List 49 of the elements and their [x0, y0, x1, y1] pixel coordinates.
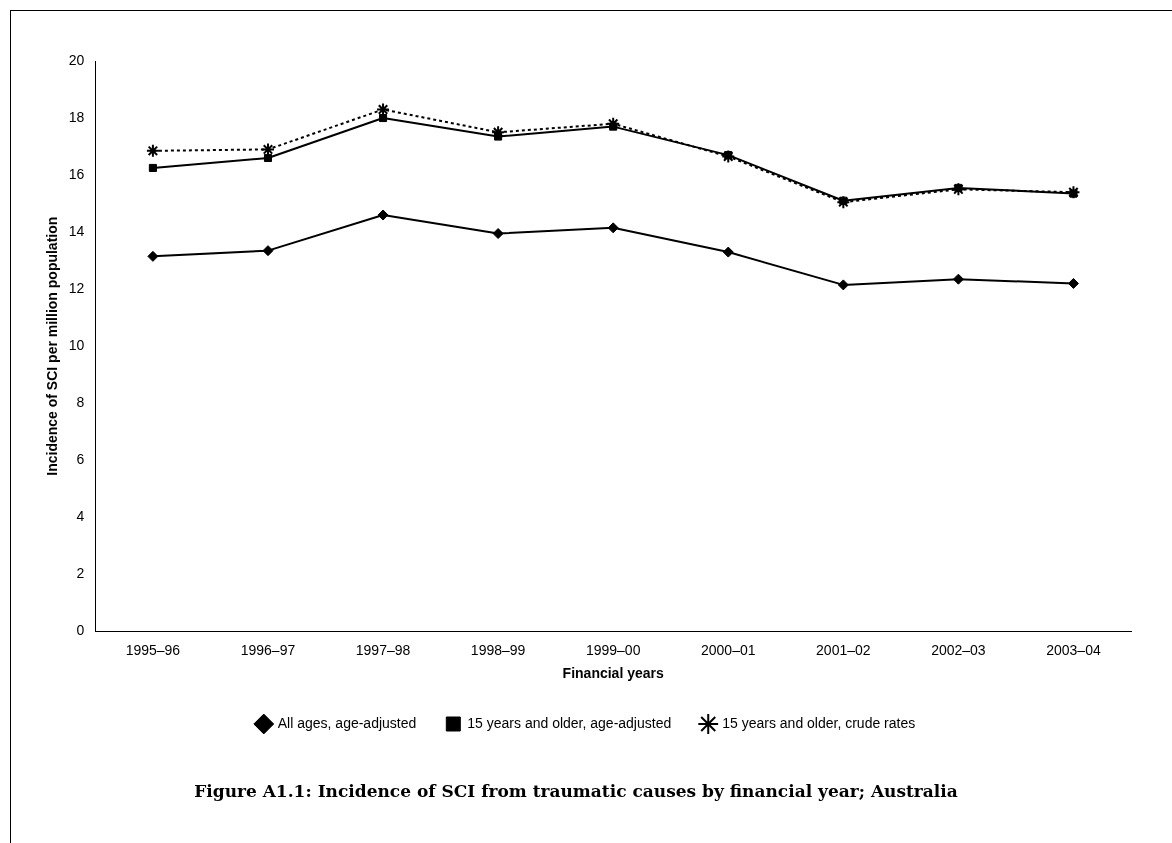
point	[262, 245, 274, 257]
y-tick-label: 6	[76, 451, 85, 468]
x-tick-label: 2002–03	[931, 641, 986, 658]
x-tick-label: 1995–96	[125, 641, 181, 658]
x-tick-label: 2000–01	[701, 641, 756, 658]
point	[952, 273, 964, 285]
point	[721, 149, 736, 164]
x-axis-title: Financial years	[562, 665, 664, 682]
text: Figure A1.1: Incidence of SCI from traumatic causes by financial year; Australia	[193, 781, 959, 801]
x-tick-label: 1997–98	[355, 641, 411, 658]
legend-label: 15 years and older, crude rates	[722, 714, 916, 731]
point	[954, 183, 963, 192]
y-tick-label: 0	[76, 622, 85, 639]
point	[148, 163, 157, 172]
y-tick-label: 12	[68, 280, 85, 297]
point	[951, 182, 966, 197]
point	[722, 246, 734, 258]
y-tick-label: 18	[68, 108, 85, 125]
point	[1069, 189, 1078, 198]
y-tick-label: 4	[76, 508, 85, 525]
point	[724, 151, 733, 160]
y-tick-label: 16	[68, 165, 85, 182]
point	[839, 196, 848, 205]
point	[376, 102, 391, 117]
x-tick-label: 1996–97	[240, 641, 296, 658]
point	[145, 143, 160, 158]
x-tick-label: 2001–02	[816, 641, 871, 658]
point	[609, 122, 618, 131]
point	[837, 279, 849, 291]
point	[492, 228, 504, 240]
y-tick-label: 10	[68, 337, 85, 354]
legend-label: All ages, age-adjusted	[277, 714, 417, 731]
point	[377, 209, 389, 221]
point	[260, 142, 275, 157]
y-tick-label: 14	[68, 222, 85, 239]
x-tick-label: 1998–99	[470, 641, 526, 658]
y-tick-label: 8	[76, 394, 85, 411]
point	[263, 153, 273, 162]
legend-label: 15 years and older, age-adjusted	[467, 714, 672, 731]
point	[147, 250, 159, 262]
y-tick-label: 2	[76, 565, 85, 582]
y-axis-title: Incidence of SCI per million population	[44, 216, 61, 476]
x-tick-label: 2003–04	[1046, 641, 1101, 658]
point	[836, 195, 851, 210]
point	[1067, 277, 1079, 289]
point	[379, 114, 388, 123]
y-tick-label: 20	[68, 51, 85, 68]
x-tick-label: 1999–00	[585, 641, 641, 658]
point	[494, 132, 503, 141]
